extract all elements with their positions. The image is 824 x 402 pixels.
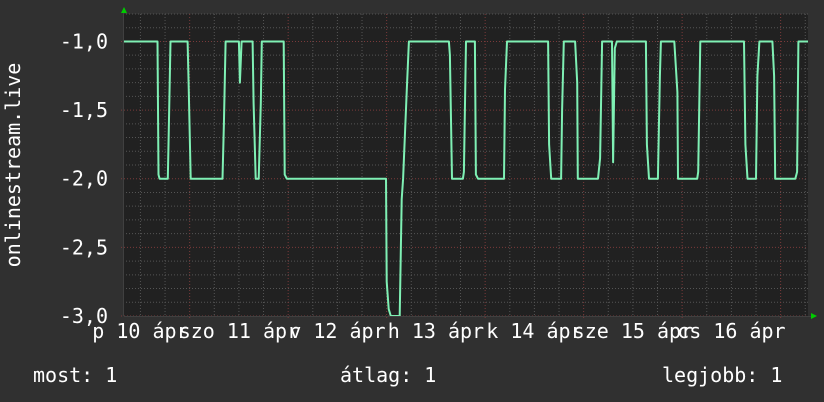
y-tick-label: -2,0 [60, 167, 108, 191]
y-axis-arrow-icon [121, 7, 127, 13]
x-tick-label: cs 16 ápr [677, 319, 785, 343]
y-tick-label: -1,0 [60, 29, 108, 53]
x-axis-arrow-icon [811, 313, 817, 319]
x-tick-label: k 14 ápr [486, 319, 582, 343]
legend-average: átlag: 1 [340, 363, 436, 387]
x-tick-label: p 10 ápr [92, 319, 188, 343]
y-tick-label: -3,0 [60, 304, 108, 328]
x-tick-label: h 13 ápr [388, 319, 484, 343]
legend-max: legjobb: 1 [662, 363, 782, 387]
y-axis-label: onlinestream.live [1, 63, 25, 268]
x-tick-label: v 12 ápr [289, 319, 385, 343]
x-tick-label: sze 15 ápr [573, 319, 693, 343]
x-tick-label: szo 11 ápr [179, 319, 299, 343]
series-line [124, 40, 808, 317]
legend-current: most: 1 [33, 363, 117, 387]
y-tick-labels: -1,0 -1,5 -2,0 -2,5 -3,0 [60, 29, 108, 328]
y-tick-label: -1,5 [60, 98, 108, 122]
y-tick-label: -2,5 [60, 235, 108, 259]
series-group [124, 40, 808, 317]
axes [121, 7, 817, 319]
